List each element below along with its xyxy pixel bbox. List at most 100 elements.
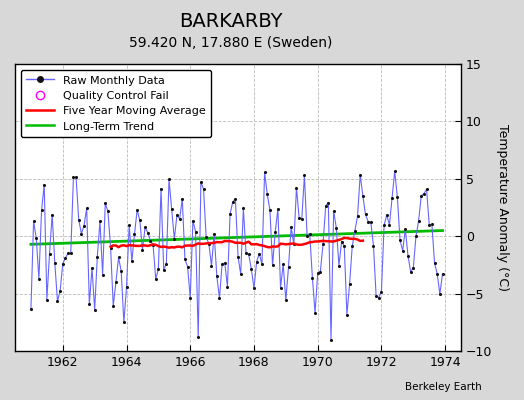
Point: [88, 265, 96, 271]
Y-axis label: Temperature Anomaly (°C): Temperature Anomaly (°C): [496, 124, 509, 291]
Point: [119, 319, 128, 326]
Point: [404, 253, 412, 259]
Point: [138, 246, 147, 253]
Point: [398, 248, 407, 254]
Point: [385, 222, 394, 228]
Point: [40, 182, 48, 188]
Point: [64, 250, 72, 256]
Point: [330, 208, 338, 214]
Point: [358, 193, 367, 199]
Point: [250, 285, 258, 292]
Point: [228, 199, 237, 205]
Point: [101, 200, 110, 206]
Point: [186, 295, 194, 302]
Point: [199, 186, 208, 192]
Point: [337, 238, 346, 245]
Point: [109, 303, 117, 309]
Point: [356, 172, 364, 178]
Point: [56, 288, 64, 294]
Point: [154, 266, 162, 272]
Point: [274, 206, 282, 212]
Point: [311, 310, 319, 316]
Point: [183, 263, 192, 270]
Point: [268, 262, 277, 268]
Point: [226, 210, 234, 217]
Text: Berkeley Earth: Berkeley Earth: [406, 382, 482, 392]
Point: [393, 194, 401, 200]
Point: [292, 185, 301, 191]
Point: [159, 266, 168, 273]
Point: [245, 251, 253, 258]
Point: [53, 298, 62, 304]
Point: [162, 260, 170, 267]
Point: [343, 311, 351, 318]
Point: [202, 234, 210, 241]
Point: [213, 273, 221, 279]
Point: [258, 261, 266, 268]
Point: [122, 284, 130, 290]
Point: [409, 265, 418, 271]
Point: [85, 301, 94, 308]
Point: [396, 237, 404, 243]
Point: [104, 208, 112, 215]
Point: [303, 232, 311, 239]
Point: [144, 230, 152, 236]
Point: [313, 270, 322, 276]
Point: [32, 234, 40, 241]
Point: [372, 293, 380, 299]
Point: [210, 230, 219, 237]
Point: [67, 250, 75, 256]
Point: [438, 270, 446, 277]
Point: [165, 176, 173, 183]
Point: [417, 192, 425, 199]
Point: [178, 196, 187, 202]
Point: [80, 222, 88, 229]
Point: [422, 186, 431, 192]
Point: [383, 212, 391, 218]
Point: [279, 261, 287, 267]
Point: [141, 224, 149, 230]
Point: [266, 207, 274, 213]
Point: [260, 169, 269, 176]
Point: [208, 263, 216, 269]
Point: [369, 243, 378, 249]
Point: [106, 244, 115, 251]
Legend: Raw Monthly Data, Quality Control Fail, Five Year Moving Average, Long-Term Tren: Raw Monthly Data, Quality Control Fail, …: [20, 70, 211, 137]
Point: [133, 207, 141, 213]
Point: [255, 250, 264, 257]
Point: [173, 212, 181, 218]
Point: [290, 241, 298, 248]
Point: [74, 216, 83, 223]
Point: [276, 284, 285, 291]
Point: [151, 276, 160, 282]
Point: [117, 268, 125, 274]
Point: [319, 241, 327, 248]
Point: [168, 205, 176, 212]
Point: [322, 203, 330, 209]
Point: [308, 274, 316, 281]
Point: [425, 222, 433, 228]
Point: [146, 237, 155, 244]
Point: [236, 271, 245, 277]
Point: [35, 276, 43, 282]
Point: [242, 250, 250, 256]
Point: [91, 306, 99, 313]
Point: [300, 172, 309, 179]
Point: [149, 242, 157, 248]
Point: [130, 231, 139, 238]
Point: [305, 231, 314, 238]
Point: [29, 218, 38, 224]
Point: [298, 216, 306, 222]
Point: [364, 218, 373, 225]
Point: [247, 266, 256, 272]
Point: [77, 230, 85, 237]
Point: [407, 269, 415, 275]
Point: [263, 191, 271, 198]
Point: [428, 221, 436, 228]
Point: [215, 295, 224, 302]
Point: [367, 219, 375, 225]
Point: [72, 174, 80, 181]
Point: [136, 217, 144, 224]
Point: [194, 334, 202, 340]
Text: 59.420 N, 17.880 E (Sweden): 59.420 N, 17.880 E (Sweden): [129, 36, 332, 50]
